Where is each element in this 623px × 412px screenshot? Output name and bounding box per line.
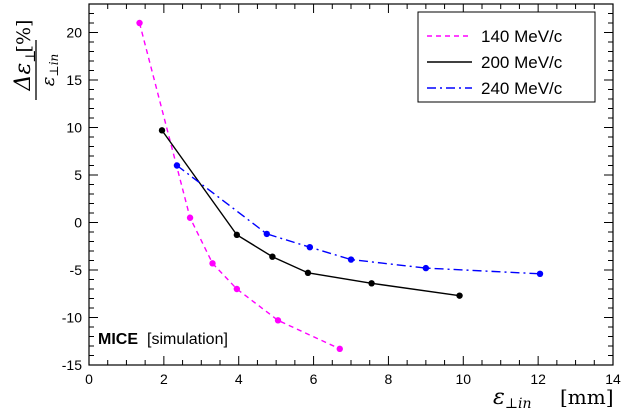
- x-tick-label: 2: [160, 371, 168, 387]
- series-point-1: [269, 253, 276, 260]
- y-tick-label: -10: [62, 310, 82, 326]
- series-point-0: [274, 317, 282, 324]
- x-tick-label: 10: [455, 371, 471, 387]
- y-tick-label: -5: [70, 262, 83, 278]
- series-point-2: [347, 256, 355, 263]
- series-point-2: [422, 264, 430, 272]
- y-tick-label: 0: [74, 215, 82, 231]
- series-point-2: [536, 270, 544, 277]
- legend-frame: [417, 11, 596, 103]
- legend-label-2: 240 MeV/c: [481, 79, 563, 98]
- series-point-0: [209, 260, 216, 267]
- plot-area: 0 2 4 6 8 10 12 14 -15 -10 -5 0 5 10 15 20: [62, 3, 621, 388]
- series-point-2: [173, 162, 181, 169]
- x-tick-label: 14: [605, 371, 621, 387]
- series-point-1: [368, 280, 375, 287]
- series-line-2: [176, 164, 541, 275]
- y-tick-label: 15: [66, 72, 82, 88]
- x-tick-label: 4: [235, 371, 243, 387]
- legend-label-1: 200 MeV/c: [481, 53, 563, 72]
- series-point-0: [336, 345, 343, 353]
- series-point-1: [456, 292, 463, 299]
- x-label-unit: [mm]: [560, 385, 614, 409]
- y-tick-label: -15: [62, 357, 82, 373]
- annotation-bold: MICE: [98, 331, 138, 348]
- series-point-2: [263, 230, 270, 238]
- x-tick-label: 0: [85, 371, 93, 387]
- series-line-0: [138, 22, 341, 350]
- y-label-unit: [%]: [13, 20, 35, 53]
- annotation: MICE [simulation]: [98, 331, 228, 348]
- x-axis-label: ε⊥in [mm]: [493, 385, 614, 412]
- series-point-0: [186, 214, 194, 221]
- x-tick-label: 8: [385, 371, 393, 387]
- annotation-normal: [simulation]: [147, 331, 228, 348]
- svg-text:ε⊥in: ε⊥in: [493, 385, 531, 412]
- svg-text:Δε⊥: Δε⊥: [11, 50, 39, 92]
- y-label-denominator: ε: [38, 77, 59, 87]
- series-layer: [136, 19, 544, 353]
- series-point-2: [306, 244, 314, 251]
- y-label-denominator-sub: ⊥in: [47, 54, 61, 77]
- series-point-1: [233, 231, 241, 239]
- y-tick-label: 20: [66, 25, 82, 41]
- tick-labels: 0 2 4 6 8 10 12 14 -15 -10 -5 0 5 10 15 20: [62, 25, 621, 388]
- series-point-0: [136, 19, 143, 27]
- x-tick-label: 6: [310, 371, 318, 387]
- y-label-numerator: Δε: [11, 63, 36, 92]
- x-label-subscript: ⊥in: [505, 396, 532, 412]
- axis-ticks: [88, 3, 614, 366]
- svg-text:ε⊥in: ε⊥in: [38, 54, 61, 87]
- x-label-symbol: ε: [493, 385, 505, 410]
- series-point-0: [233, 285, 241, 293]
- y-tick-label: 5: [74, 167, 82, 183]
- series-point-1: [158, 127, 166, 134]
- y-axis-label: Δε⊥ ε⊥in [%]: [11, 20, 61, 100]
- y-label-numerator-sub: ⊥: [23, 50, 39, 63]
- legend-label-0: 140 MeV/c: [481, 27, 563, 46]
- series-point-1: [304, 269, 312, 277]
- y-tick-label: 10: [66, 120, 82, 136]
- legend: 140 MeV/c 200 MeV/c 240 MeV/c: [417, 11, 596, 103]
- x-tick-label: 12: [530, 371, 546, 387]
- series-line-1: [161, 129, 460, 297]
